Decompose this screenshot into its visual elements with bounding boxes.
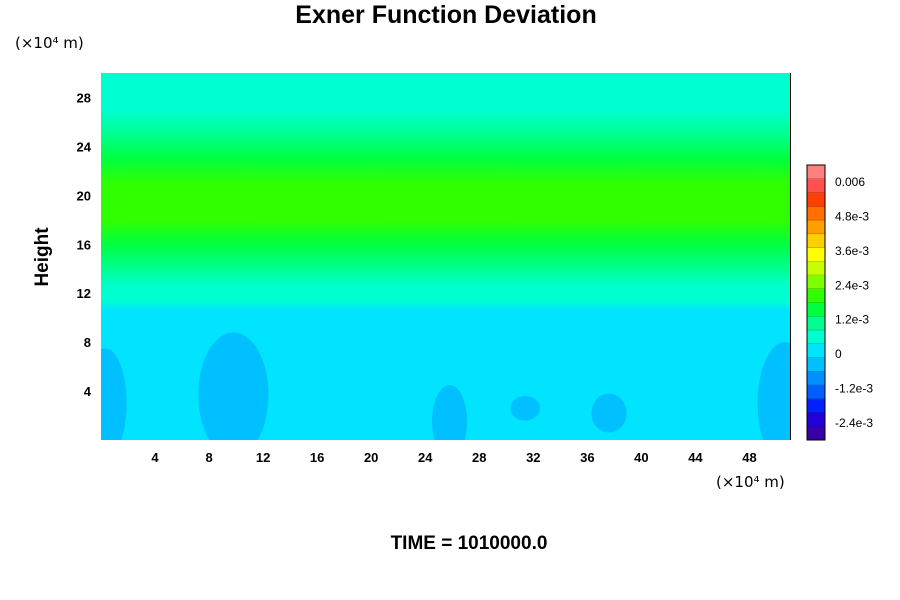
x-tick-label: 32 (526, 450, 540, 465)
colorbar-band (807, 412, 825, 427)
colorbar-band (807, 343, 825, 358)
x-tick-label: 4 (151, 450, 159, 465)
colorbar-band (807, 233, 825, 248)
colorbar-tick-label: 1.2e-3 (835, 313, 869, 327)
negative-cell (431, 384, 468, 440)
colorbar-ticks: 0.006 4.8e-3 3.6e-3 2.4e-3 1.2e-3 0 -1.2e-3 -2.… (835, 175, 873, 430)
y-tick-label: 4 (84, 384, 92, 399)
x-tick-label: 28 (472, 450, 486, 465)
colorbar-band (807, 316, 825, 331)
x-ticks: 4 8 12 16 20 24 28 32 36 40 44 48 (151, 450, 756, 465)
colorbar-band (807, 247, 825, 262)
colorbar-band (807, 288, 825, 303)
colorbar-band (807, 398, 825, 413)
y-axis-label: Height (32, 227, 53, 287)
x-tick-label: 8 (205, 450, 212, 465)
negative-cell (510, 395, 541, 421)
negative-cell (591, 393, 627, 433)
colorbar-band (807, 302, 825, 317)
colorbar-band (807, 192, 825, 207)
colorbar-tick-label: 3.6e-3 (835, 244, 869, 258)
colorbar-tick-label: -1.2e-3 (835, 381, 873, 395)
x-tick-label: 40 (634, 450, 648, 465)
negative-cell (757, 342, 790, 440)
colorbar-band (807, 261, 825, 276)
colorbar-band (807, 426, 825, 441)
colorbar-tick-label: 0 (835, 347, 842, 361)
y-tick-label: 16 (77, 237, 91, 252)
colorbar-band (807, 357, 825, 372)
colorbar-band (807, 385, 825, 400)
colorbar-band (807, 206, 825, 221)
colorbar-band (807, 165, 825, 180)
colorbar-band (807, 330, 825, 345)
y-ticks: 4 8 12 16 20 24 28 (77, 90, 92, 399)
x-tick-label: 48 (742, 450, 756, 465)
negative-cell (101, 348, 127, 440)
plot-area (101, 73, 790, 440)
x-tick-label: 16 (310, 450, 324, 465)
negative-cells-layer (101, 332, 790, 440)
colorbar-band (807, 371, 825, 386)
x-tick-label: 24 (418, 450, 433, 465)
y-tick-label: 8 (84, 335, 91, 350)
y-axis-unit: (×10⁴ m) (15, 34, 84, 52)
colorbar-band (807, 275, 825, 290)
colorbar-frame (806, 164, 826, 441)
colorbar-tick-label: -2.4e-3 (835, 416, 873, 430)
x-tick-label: 36 (580, 450, 594, 465)
negative-cell (198, 332, 269, 440)
y-tick-label: 28 (77, 90, 91, 105)
y-tick-label: 24 (77, 139, 92, 154)
x-tick-label: 44 (688, 450, 703, 465)
x-tick-label: 20 (364, 450, 378, 465)
colorbar-band (807, 178, 825, 193)
time-label: TIME = 1010000.0 (391, 533, 548, 554)
y-tick-label: 12 (77, 286, 91, 301)
x-axis-unit: (×10⁴ m) (716, 473, 785, 491)
colorbar-tick-label: 4.8e-3 (835, 210, 869, 224)
y-tick-label: 20 (77, 188, 91, 203)
x-tick-label: 12 (256, 450, 270, 465)
colorbar-tick-label: 2.4e-3 (835, 278, 869, 292)
colorbar-tick-label: 0.006 (835, 175, 865, 189)
colorbar-band (807, 220, 825, 235)
colorbar (806, 164, 826, 441)
chart-title: Exner Function Deviation (295, 1, 596, 29)
